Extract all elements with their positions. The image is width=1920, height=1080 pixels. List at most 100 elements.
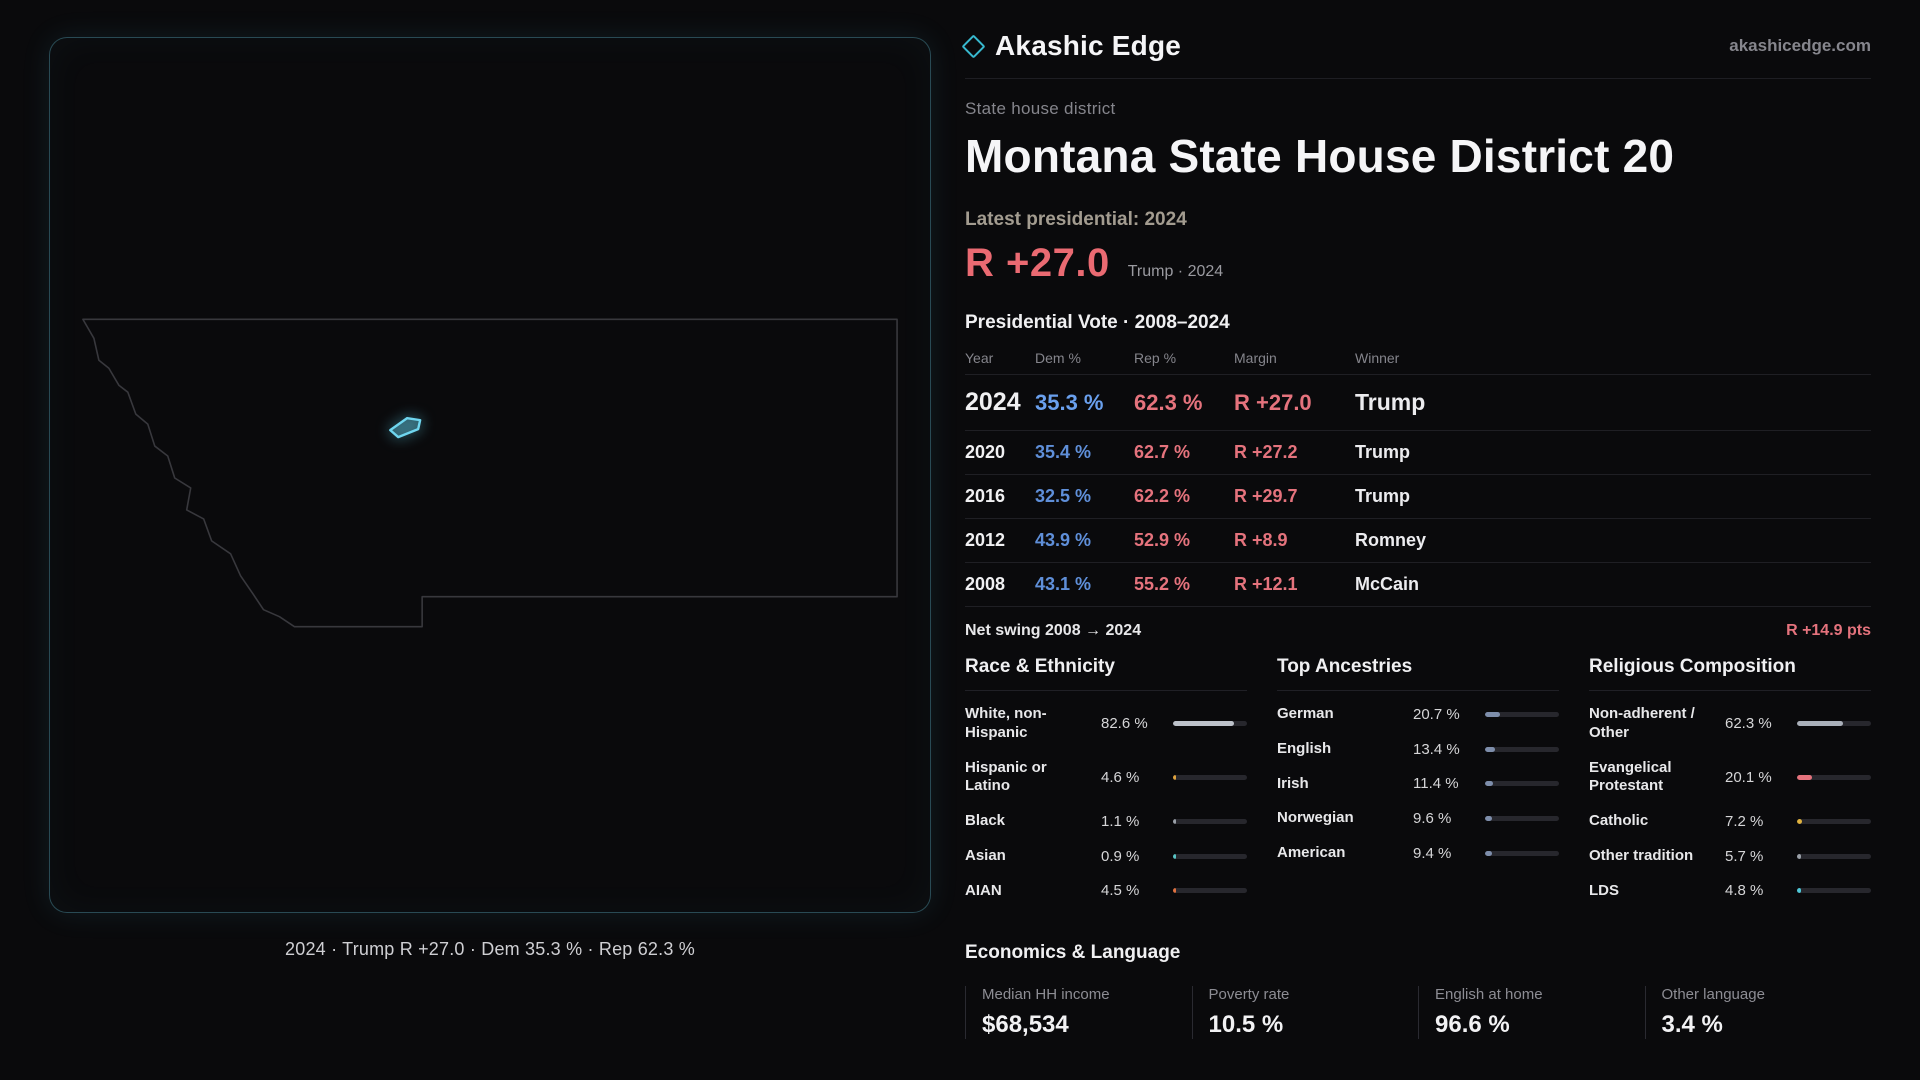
demo-row: Other tradition 5.7 % — [1589, 839, 1871, 874]
map-caption: 2024 · Trump R +27.0 · Dem 35.3 % · Rep … — [285, 939, 695, 959]
stat-label: Poverty rate — [1208, 986, 1290, 1004]
demo-label: German — [1277, 705, 1334, 722]
report-section: Akashic Edge akashicedge.com State house… — [961, 30, 1872, 1080]
vote-table-title: Presidential Vote · 2008–2024 — [965, 312, 1230, 333]
stat-label: Median HH income — [982, 986, 1110, 1004]
montana-outline — [82, 318, 898, 628]
site-domain-link[interactable]: akashicedge.com — [1729, 36, 1871, 55]
vote-cell-winner: Romney — [1355, 518, 1871, 563]
demo-value: 20.7 % — [1413, 705, 1460, 723]
demo-value: 4.6 % — [1101, 768, 1140, 786]
net-swing-value: R +14.9 pts — [1786, 622, 1871, 639]
vote-cell-rep: 62.2 % — [1134, 474, 1234, 519]
demo-value: 62.3 % — [1725, 715, 1772, 733]
demo-value: 82.6 % — [1101, 715, 1148, 733]
col-dem: Dem % — [1035, 350, 1081, 366]
stat-label: Other language — [1661, 986, 1765, 1004]
demo-label: Irish — [1277, 774, 1309, 792]
col-margin: Margin — [1234, 350, 1277, 366]
vote-cell-winner: Trump — [1355, 474, 1871, 519]
demo-bar-fill — [1797, 818, 1803, 824]
demo-row: German 20.7 % — [1277, 697, 1559, 732]
vote-row-2016: 2016 32.5 % 62.2 % R +29.7 Trump — [965, 474, 1871, 519]
demo-row: Irish 11.4 % — [1277, 767, 1559, 802]
demo-label: Other tradition — [1589, 846, 1694, 864]
stats-row: Median HH income $68,534 Poverty rate 10.5 … — [965, 986, 1872, 1040]
demo-value: 11.4 % — [1413, 775, 1459, 793]
vote-cell-year: 2008 — [965, 562, 1035, 607]
demo-bar — [1173, 818, 1247, 824]
demo-value: 4.5 % — [1101, 882, 1140, 900]
brand: Akashic Edge — [961, 30, 1181, 62]
vote-row-2020: 2020 35.4 % 62.7 % R +27.2 Trump — [965, 430, 1871, 475]
vote-cell-year: 2012 — [965, 518, 1035, 563]
vote-cell-winner: Trump — [1355, 374, 1871, 431]
religious-composition-rows: Non-adherent / Other 62.3 % Evangelical Pr… — [1589, 697, 1871, 908]
demo-row: LDS 4.8 % — [1589, 874, 1871, 909]
demo-label: White, non-Hispanic — [965, 705, 1047, 741]
demo-bar — [1797, 774, 1871, 780]
latest-presidential-label: Latest presidential: 2024 — [965, 209, 1187, 230]
vote-cell-margin: R +12.1 — [1234, 562, 1355, 607]
stat-poverty-rate: Poverty rate 10.5 % — [1191, 986, 1419, 1040]
demo-bar-fill — [1485, 850, 1492, 856]
demo-label: Catholic — [1589, 812, 1649, 829]
race-ethnicity-rows: White, non-Hispanic 82.6 % Hispanic or Lat… — [965, 697, 1247, 908]
top-ancestries-rows: German 20.7 % English 13.4 % Irish 11.4 % Norw… — [1277, 697, 1559, 871]
demo-label: Asian — [965, 846, 1006, 864]
demo-row: Evangelical Protestant 20.1 % — [1589, 751, 1871, 805]
vote-cell-margin: R +8.9 — [1234, 518, 1355, 563]
vote-row-2012: 2012 43.9 % 52.9 % R +8.9 Romney — [965, 518, 1871, 563]
stat-label: English at home — [1435, 986, 1543, 1004]
demographics-grid: Race & Ethnicity White, non-Hispanic 82.6… — [965, 656, 1871, 908]
demo-bar — [1485, 746, 1559, 752]
demo-label: Hispanic or Latino — [965, 758, 1047, 795]
demo-label: American — [1277, 844, 1346, 861]
demo-bar-fill — [1485, 816, 1493, 822]
district-20-shape[interactable] — [389, 416, 422, 439]
map-section: 2024 · Trump R +27.0 · Dem 35.3 % · Rep … — [49, 37, 931, 960]
demo-value: 13.4 % — [1413, 740, 1460, 758]
demo-row: English 13.4 % — [1277, 732, 1559, 767]
demo-label: Black — [965, 812, 1006, 829]
demo-bar — [1173, 774, 1247, 780]
montana-map — [82, 318, 898, 628]
demo-value: 9.4 % — [1413, 844, 1452, 862]
demo-value: 4.8 % — [1725, 882, 1764, 900]
vote-cell-winner: McCain — [1355, 562, 1871, 607]
demo-value: 0.9 % — [1101, 847, 1140, 865]
vote-cell-dem: 43.1 % — [1035, 562, 1134, 607]
stat-value: 10.5 % — [1208, 1011, 1284, 1039]
demo-bar — [1485, 850, 1559, 856]
economics-title: Economics & Language — [965, 942, 1181, 964]
demo-label: AIAN — [965, 881, 1002, 899]
race-ethnicity-section: Race & Ethnicity White, non-Hispanic 82.6… — [965, 656, 1247, 908]
headline-margin-row: R +27.0 Trump · 2024 — [965, 241, 1871, 286]
vote-cell-year: 2016 — [965, 474, 1035, 519]
demo-bar-fill — [1173, 853, 1176, 859]
demo-row: Black 1.1 % — [965, 804, 1247, 839]
demo-label: English — [1277, 739, 1332, 757]
demo-bar — [1797, 888, 1871, 894]
demo-bar — [1173, 853, 1247, 859]
vote-cell-margin: R +27.2 — [1234, 430, 1355, 475]
demo-row: Non-adherent / Other 62.3 % — [1589, 697, 1871, 751]
demo-bar-fill — [1797, 721, 1844, 727]
vote-row-2024: 2024 35.3 % 62.3 % R +27.0 Trump — [965, 374, 1871, 431]
demo-row: American 9.4 % — [1277, 836, 1559, 871]
vote-row-2008: 2008 43.1 % 55.2 % R +12.1 McCain — [965, 562, 1871, 607]
demo-value: 5.7 % — [1725, 847, 1764, 865]
demo-bar-fill — [1173, 818, 1176, 824]
presidential-vote-table: Year Dem % Rep % Margin Winner 2024 35.3 … — [965, 340, 1871, 607]
top-ancestries-title: Top Ancestries — [1277, 656, 1559, 691]
stat-value: $68,534 — [982, 1011, 1069, 1039]
headline-margin-context: Trump · 2024 — [1127, 263, 1224, 280]
top-ancestries-section: Top Ancestries German 20.7 % English 13.4 %… — [1277, 656, 1559, 908]
vote-table-body: 2024 35.3 % 62.3 % R +27.0 Trump 2020 35.4 % 62… — [965, 374, 1871, 607]
demo-row: Catholic 7.2 % — [1589, 804, 1871, 839]
vote-cell-rep: 55.2 % — [1134, 562, 1234, 607]
stat-other-language: Other language 3.4 % — [1644, 986, 1872, 1040]
vote-cell-winner: Trump — [1355, 430, 1871, 475]
demo-label: Norwegian — [1277, 809, 1354, 827]
